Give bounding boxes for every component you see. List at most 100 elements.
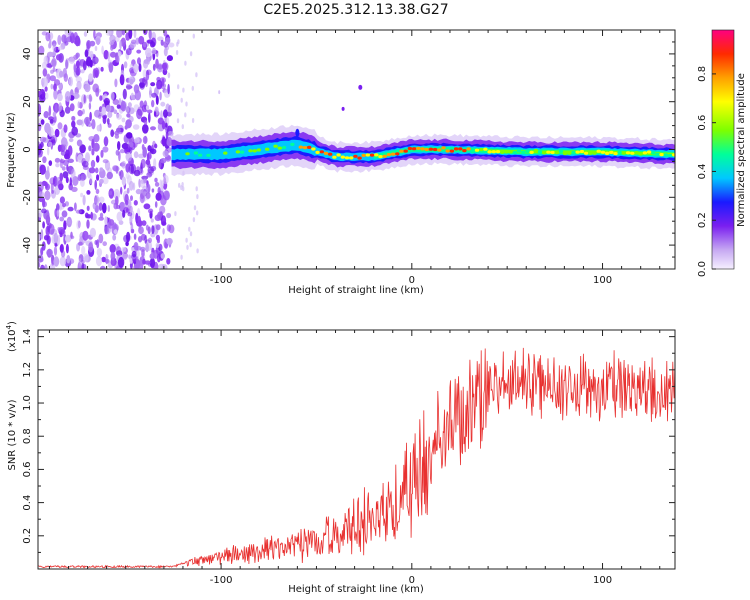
noise-blob xyxy=(91,119,96,130)
noise-blob xyxy=(119,149,125,154)
ridge-hotspot xyxy=(290,142,295,146)
noise-blob xyxy=(133,200,138,206)
ridge-hotspot xyxy=(403,149,408,153)
noise-blob xyxy=(82,108,85,115)
noise-blob xyxy=(135,188,142,195)
noise-blob xyxy=(154,201,158,208)
ridge-hotspot xyxy=(562,152,568,156)
noise-blob xyxy=(126,187,130,194)
noise-blob xyxy=(129,205,133,213)
noise-blob xyxy=(185,101,188,107)
noise-blob xyxy=(38,254,44,263)
noise-blob xyxy=(192,217,196,223)
noise-blob xyxy=(142,77,147,86)
ridge-hotspot xyxy=(453,147,459,151)
ridge-hotspot xyxy=(428,147,434,151)
ridge-hotspot xyxy=(390,152,396,156)
ridge-hotspot xyxy=(575,150,580,154)
spectrogram-panel: -100 0 100 -40 -20 0 20 40 Height of straight l… xyxy=(6,29,676,296)
noise-blob xyxy=(167,83,170,95)
noise-blob xyxy=(57,122,63,130)
noise-blob xyxy=(109,34,116,43)
noise-blob xyxy=(154,143,158,149)
noise-blob xyxy=(69,177,73,186)
ridge-hotspot xyxy=(193,151,199,155)
ridge-hotspot xyxy=(349,156,354,160)
noise-blob xyxy=(154,182,160,187)
noise-blob xyxy=(45,181,48,189)
noise-blob xyxy=(62,67,67,79)
x-tick-label: 100 xyxy=(593,275,612,286)
noise-blob xyxy=(57,179,63,190)
colorbar-label: Normalized spectral amplitude xyxy=(736,73,747,227)
noise-blob xyxy=(121,160,127,169)
noise-blob xyxy=(151,225,155,235)
noise-blob xyxy=(108,190,113,196)
noise-blob xyxy=(54,103,58,114)
noise-blob xyxy=(116,30,123,38)
noise-blob xyxy=(134,89,141,101)
ridge-hotspot xyxy=(307,145,312,149)
noise-blob xyxy=(73,32,78,41)
noise-blob xyxy=(129,141,134,148)
ridge-hotspot xyxy=(667,153,673,158)
noise-blob xyxy=(133,241,139,251)
ridge-hotspot xyxy=(579,149,585,154)
noise-blob xyxy=(160,253,165,259)
noise-blob xyxy=(63,124,68,133)
noise-blob xyxy=(161,78,165,87)
noise-blob xyxy=(186,244,189,250)
noise-blob xyxy=(86,190,91,195)
x-tick-label: 100 xyxy=(593,575,612,586)
noise-blob xyxy=(189,231,193,237)
colorbar-tick-label: 0.8 xyxy=(697,66,708,82)
ridge-hotspot xyxy=(533,148,538,153)
ridge-hotspot xyxy=(386,153,392,157)
noise-blob xyxy=(160,39,164,46)
ridge-hotspot xyxy=(294,142,299,146)
noise-blob xyxy=(76,139,83,147)
noise-blob xyxy=(88,73,94,82)
noise-blob xyxy=(114,52,118,63)
noise-blob xyxy=(62,144,67,151)
noise-blob xyxy=(38,197,46,203)
noise-blob xyxy=(123,61,128,69)
noise-blob xyxy=(53,246,58,256)
noise-blob xyxy=(45,214,51,226)
colorbar-tick-label: 0.6 xyxy=(697,115,708,131)
noise-blob xyxy=(102,241,107,247)
noise-blob xyxy=(48,223,55,235)
noise-blob xyxy=(61,34,67,43)
noise-blob xyxy=(96,124,101,132)
noise-blob xyxy=(163,109,168,118)
noise-blob xyxy=(76,80,82,90)
noise-blob xyxy=(86,41,90,52)
noise-blob xyxy=(101,45,104,55)
ridge-hotspot xyxy=(395,152,400,156)
ridge-hotspot xyxy=(495,150,501,154)
colorbar-tick-label: 0.4 xyxy=(697,163,708,179)
noise-blob xyxy=(93,134,100,143)
noise-blob xyxy=(73,40,79,45)
ridge-hotspot xyxy=(214,154,220,158)
noise-blob xyxy=(119,74,125,86)
noise-blob xyxy=(38,232,41,242)
x-tick-label: -100 xyxy=(210,275,233,286)
noise-blob xyxy=(136,49,142,54)
noise-blob xyxy=(150,218,154,223)
noise-blob xyxy=(142,124,149,134)
noise-blob xyxy=(89,40,96,47)
noise-blob xyxy=(83,253,89,263)
noise-blob xyxy=(48,116,54,121)
noise-blob xyxy=(41,93,45,99)
noise-blob xyxy=(144,120,148,125)
noise-blob xyxy=(125,241,129,247)
noise-blob xyxy=(152,47,156,55)
ridge-hotspot xyxy=(621,151,627,155)
noise-blob xyxy=(106,118,110,125)
ridge-hotspot xyxy=(646,150,652,154)
noise-blob xyxy=(133,233,137,240)
noise-blob xyxy=(121,30,126,36)
noise-blob xyxy=(177,84,180,90)
noise-blob xyxy=(80,178,85,187)
